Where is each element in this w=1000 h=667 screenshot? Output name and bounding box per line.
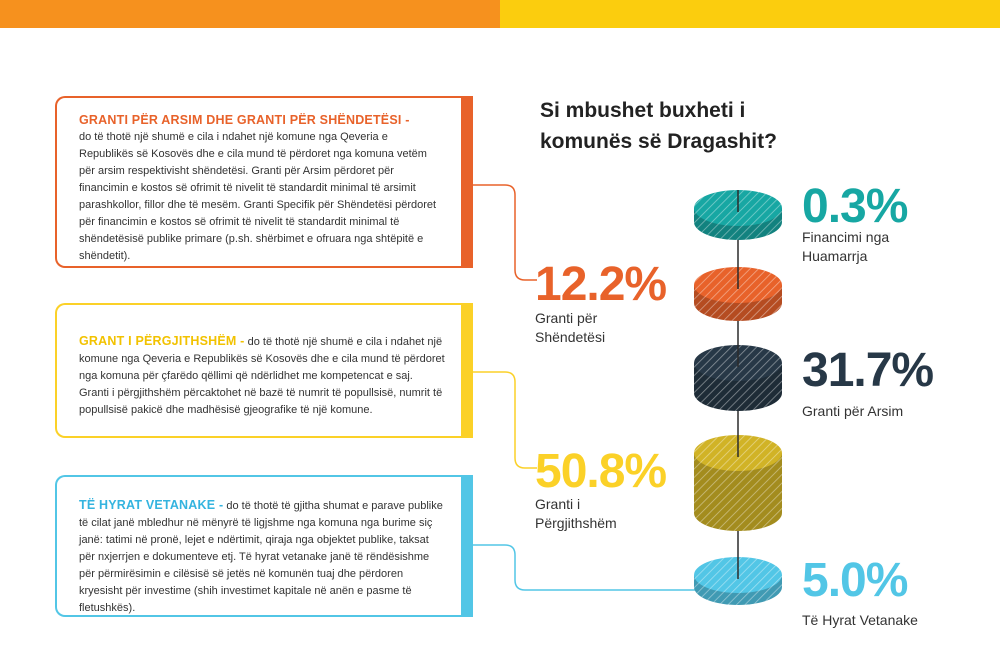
connector-card1	[473, 184, 537, 281]
label-loan: Financimi nga Huamarrja	[802, 229, 890, 264]
card-grant-education-health: GRANTI PËR ARSIM DHE GRANTI PËR SHËNDETË…	[55, 96, 473, 268]
card-heading: GRANTI PËR ARSIM DHE GRANTI PËR SHËNDETË…	[79, 113, 410, 127]
disc-1	[694, 190, 782, 240]
pct-education: 31.7%	[802, 344, 934, 397]
connector-card2	[473, 371, 537, 469]
disc-2	[694, 267, 782, 321]
card-body: do të thotë një shumë e cila i ndahet nj…	[79, 336, 445, 416]
card-own-revenue: TË HYRAT VETANAKE - do të thotë të gjith…	[55, 475, 473, 617]
card-accent-bar	[461, 305, 473, 436]
pct-health: 12.2%	[535, 258, 667, 311]
top-bar-orange	[0, 0, 500, 28]
top-bar-yellow	[500, 0, 1000, 28]
page-title: Si mbushet buxheti i komunës së Dragashi…	[540, 99, 777, 153]
card-accent-bar	[461, 477, 473, 615]
card-heading: TË HYRAT VETANAKE -	[79, 498, 224, 512]
card-body: do të thotë të gjitha shumat e parave pu…	[79, 500, 443, 614]
card-body: do të thotë një shumë e cila i ndahet nj…	[79, 131, 437, 262]
label-own-revenue: Të Hyrat Vetanake	[802, 612, 918, 628]
card-accent-bar	[461, 98, 473, 266]
connector-card3	[473, 544, 700, 591]
disc-side-hatch	[694, 453, 782, 531]
disc-4	[694, 435, 782, 531]
disc-5	[694, 557, 782, 605]
disc-3	[694, 345, 782, 411]
pct-own-revenue: 5.0%	[802, 554, 908, 607]
label-general: Granti i Përgjithshëm	[535, 496, 617, 531]
label-health: Granti për Shëndetësi	[535, 310, 606, 345]
label-education: Granti për Arsim	[802, 403, 904, 419]
pct-loan: 0.3%	[802, 180, 908, 233]
pct-general: 50.8%	[535, 445, 667, 498]
card-heading: GRANT I PËRGJITHSHËM -	[79, 334, 245, 348]
card-general-grant: GRANT I PËRGJITHSHËM - do të thotë një s…	[55, 303, 473, 438]
